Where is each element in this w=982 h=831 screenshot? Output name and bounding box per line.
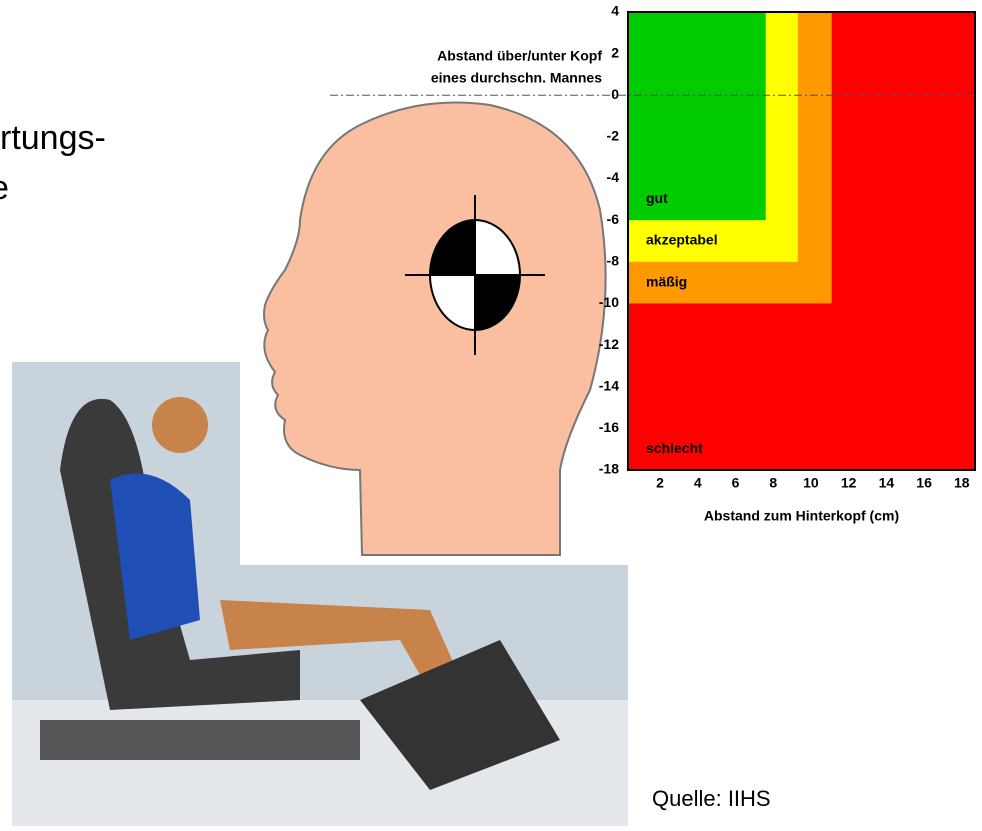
x-tick-label: 6: [732, 475, 740, 491]
zone: [628, 12, 766, 221]
source: Quelle: IIHS: [652, 786, 771, 811]
x-tick-label: 12: [841, 475, 857, 491]
y-tick-label: 0: [611, 86, 619, 102]
x-tick-label: 18: [954, 475, 970, 491]
x-tick-label: 16: [916, 475, 932, 491]
y-tick-label: -8: [607, 253, 620, 269]
x-tick-label: 14: [879, 475, 895, 491]
head: [263, 101, 607, 556]
zone-label: akzeptabel: [646, 232, 718, 248]
chart: schlecht mäßig akzeptabel gut 4 2 0 -2 -4 -6 -8 -10…: [330, 3, 976, 524]
y-tick-label: 4: [611, 3, 619, 19]
x-tick-label: 10: [803, 475, 819, 491]
y-tick-label: -6: [607, 211, 620, 227]
y-tick-label: -12: [599, 336, 619, 352]
y-tick-label: -10: [599, 294, 619, 310]
slide-text-fragment: e: [0, 169, 9, 207]
y-tick-label: -18: [599, 461, 619, 477]
slide-text-fragment: rtungs-: [0, 119, 106, 157]
x-tick-label: 8: [769, 475, 777, 491]
x-tick-label: 2: [656, 475, 664, 491]
y-tick-label: 2: [611, 44, 619, 60]
x-tick-label: 4: [694, 475, 702, 491]
annotation: eines durchschn. Mannes: [431, 70, 602, 86]
y-tick-label: -14: [599, 377, 619, 393]
y-tick-label: -4: [607, 169, 620, 185]
plot-frame: [627, 11, 976, 471]
annotation: Abstand über/unter Kopf: [437, 48, 602, 64]
zone-label: gut: [646, 190, 668, 206]
x-axis-label: Abstand zum Hinterkopf (cm): [704, 508, 899, 524]
y-tick-label: -16: [599, 419, 619, 435]
y-tick-label: -2: [607, 128, 620, 144]
zone-label: mäßig: [646, 273, 687, 289]
zone-label: schlecht: [646, 440, 703, 456]
target-marker: [405, 195, 545, 355]
